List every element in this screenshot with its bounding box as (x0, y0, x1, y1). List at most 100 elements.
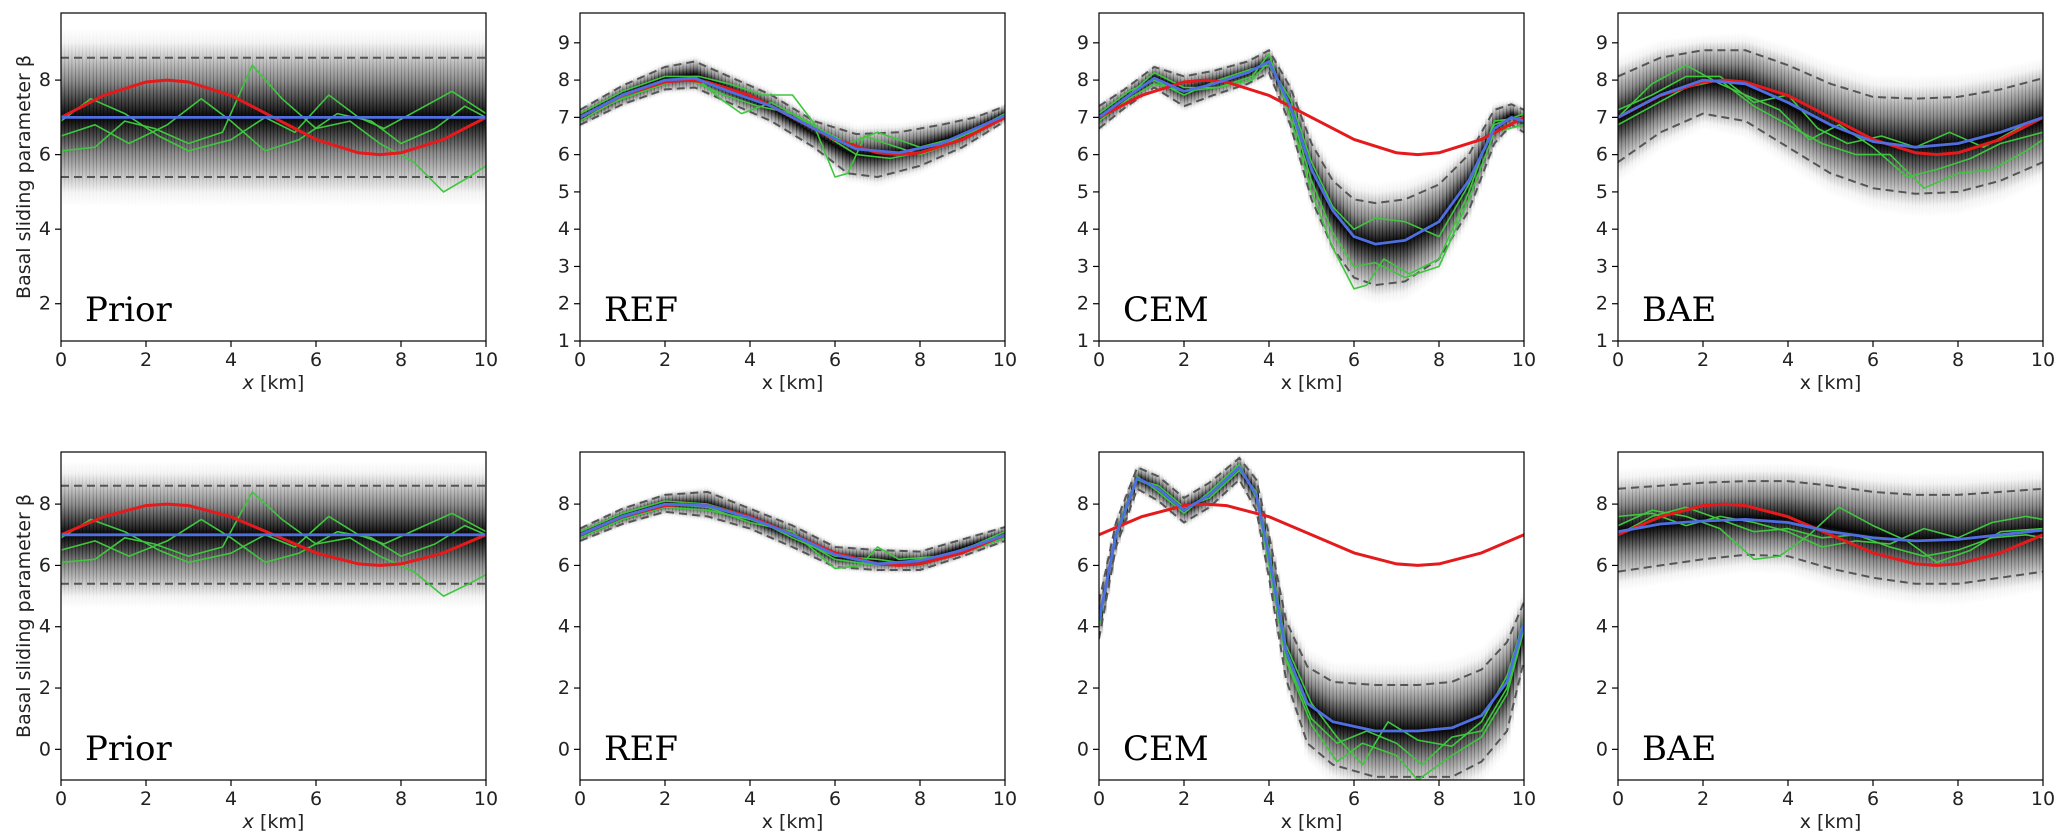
x-tick-label: 2 (140, 788, 152, 810)
x-axis-label: x [km] (1281, 811, 1343, 833)
sample-series-line (1099, 64, 1524, 238)
band-strip (1975, 70, 1980, 211)
band-strip (870, 122, 875, 188)
sample-series-line (1618, 75, 2043, 148)
band-strip (1396, 661, 1401, 780)
y-tick-label: 8 (1077, 493, 1089, 515)
band-strip (1972, 70, 1977, 212)
lower-bound-line (1618, 112, 2043, 195)
x-tick-label: 8 (914, 349, 926, 371)
band-strip (799, 106, 804, 147)
band-strip (1734, 32, 1740, 137)
band-strip (1731, 33, 1736, 137)
band-strip (1777, 42, 1782, 162)
band-strip (1371, 661, 1376, 780)
y-tick-label: 6 (39, 554, 51, 576)
x-tick-label: 0 (55, 349, 67, 371)
upper-bound-line (1618, 480, 2043, 496)
x-tick-label: 8 (1433, 788, 1445, 810)
band-strip (668, 60, 673, 95)
band-strip (1745, 33, 1750, 140)
band-strip (1339, 661, 1344, 780)
band-strip (1837, 466, 1842, 592)
band-strip (1453, 656, 1458, 780)
band-strip (1378, 661, 1383, 780)
band-strip (810, 113, 815, 153)
panel-label: CEM (1123, 290, 1209, 330)
y-tick-label: 4 (558, 218, 570, 240)
x-tick-label: 4 (744, 788, 756, 810)
band-strip (1784, 44, 1789, 167)
y-tick-label: 2 (1077, 293, 1089, 315)
band-strip (1470, 650, 1476, 780)
x-axis-label: x [km] (762, 372, 824, 394)
band-strip (1851, 68, 1856, 204)
panel-bae-bottom: 0 2 4 6 8 10 0 2 4 6 8 x [km] BAE (1596, 451, 2055, 833)
band-strip (1741, 32, 1747, 139)
x-tick-label: 2 (1178, 349, 1190, 371)
y-tick-label: 3 (1077, 255, 1089, 277)
axes-frame (60, 451, 487, 781)
band-strip (1400, 661, 1405, 780)
band-strip (1354, 661, 1359, 780)
band-strip (792, 102, 797, 142)
band-strip (1417, 661, 1422, 780)
y-tick-label: 0 (1077, 738, 1089, 760)
band-strip (1993, 67, 1998, 206)
upper-bound-line (1099, 48, 1524, 205)
mean-series-line (1099, 465, 1524, 733)
band-strip (707, 61, 712, 101)
lower-bound-line (1099, 71, 1524, 287)
band-strip (1809, 53, 1814, 183)
band-strip (1350, 661, 1355, 780)
band-strip (1752, 462, 1757, 574)
band-strip (1766, 462, 1771, 575)
band-strip (1766, 39, 1771, 155)
band-strip (1389, 661, 1394, 780)
band-strip (1346, 661, 1352, 780)
band-strip (774, 91, 779, 131)
band-strip (1756, 462, 1761, 574)
x-tick-label: 8 (395, 788, 407, 810)
band-strip (1467, 651, 1472, 780)
band-strip (1428, 660, 1433, 780)
band-strip (2000, 66, 2005, 203)
band-strip (703, 59, 709, 99)
band-strip (1336, 661, 1341, 780)
band-strip (1784, 462, 1789, 575)
band-strip (1816, 464, 1821, 586)
true-series-line (1618, 78, 2043, 157)
band-strip (866, 123, 872, 187)
band-strip (1449, 658, 1454, 780)
band-strip (1876, 470, 1881, 601)
band-strip (1841, 466, 1846, 593)
band-strip (820, 116, 825, 162)
band-strip (863, 123, 868, 186)
uncertainty-band (580, 485, 1005, 575)
band-strip (1795, 48, 1800, 174)
band-strip (1361, 661, 1366, 780)
band-strip (1830, 61, 1835, 197)
band-strip (1354, 180, 1359, 298)
band-strip (838, 119, 843, 178)
x-tick-label: 4 (1782, 349, 1794, 371)
band-strip (781, 96, 787, 136)
band-strip (1908, 472, 1913, 606)
band-strip (1759, 37, 1764, 150)
y-tick-label: 4 (1596, 616, 1608, 638)
true-series-line (1099, 502, 1524, 567)
band-strip (1421, 661, 1426, 780)
panel-label: BAE (1642, 729, 1716, 769)
panel-prior-top: 0 2 4 6 8 10 2 4 6 8 x [km] Basal sliding parameter… (13, 12, 498, 394)
sample-series-line (1099, 60, 1524, 279)
y-tick-label: 2 (39, 293, 51, 315)
y-tick-label: 2 (1077, 677, 1089, 699)
y-tick-label: 6 (1596, 144, 1608, 166)
y-tick-label: 2 (39, 677, 51, 699)
band-strip (1763, 38, 1768, 153)
band-strip (796, 104, 801, 144)
y-tick-label: 8 (558, 493, 570, 515)
band-strip (1403, 661, 1408, 780)
y-tick-label: 0 (39, 738, 51, 760)
